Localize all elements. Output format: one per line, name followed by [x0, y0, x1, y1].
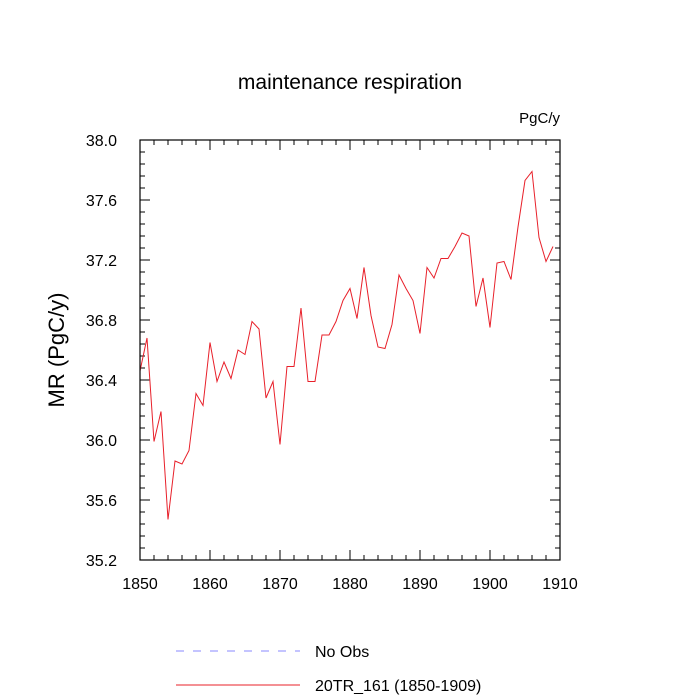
x-tick-label: 1910	[542, 576, 578, 593]
y-tick-label: 36.4	[86, 373, 117, 390]
axes: 1850 1860 1870 1880 1890 1900 1910 35.2 35.6 36.0…	[86, 133, 578, 593]
x-tick-label: 1900	[472, 576, 508, 593]
units-label: PgC/y	[519, 110, 560, 127]
y-axis-label: MR (PgC/y)	[44, 293, 69, 408]
legend: No Obs 20TR_161 (1850-1909)	[176, 644, 481, 695]
plot-frame	[139, 139, 561, 561]
legend-label: No Obs	[315, 644, 369, 661]
y-tick-label: 37.2	[86, 253, 117, 270]
y-tick-label: 38.0	[86, 133, 117, 150]
x-tick-label: 1860	[192, 576, 228, 593]
chart-title: maintenance respiration	[238, 71, 462, 94]
x-tick-label: 1850	[122, 576, 158, 593]
y-tick-label: 36.8	[86, 313, 117, 330]
series-line	[139, 170, 554, 520]
y-tick-label: 36.0	[86, 433, 117, 450]
y-tick-label: 35.6	[86, 493, 117, 510]
x-tick-label: 1870	[262, 576, 298, 593]
x-tick-label: 1880	[332, 576, 368, 593]
legend-label: 20TR_161 (1850-1909)	[315, 678, 481, 695]
x-tick-label: 1890	[402, 576, 438, 593]
series-layer	[139, 170, 554, 520]
y-tick-label: 35.2	[86, 553, 117, 570]
y-tick-label: 37.6	[86, 193, 117, 210]
